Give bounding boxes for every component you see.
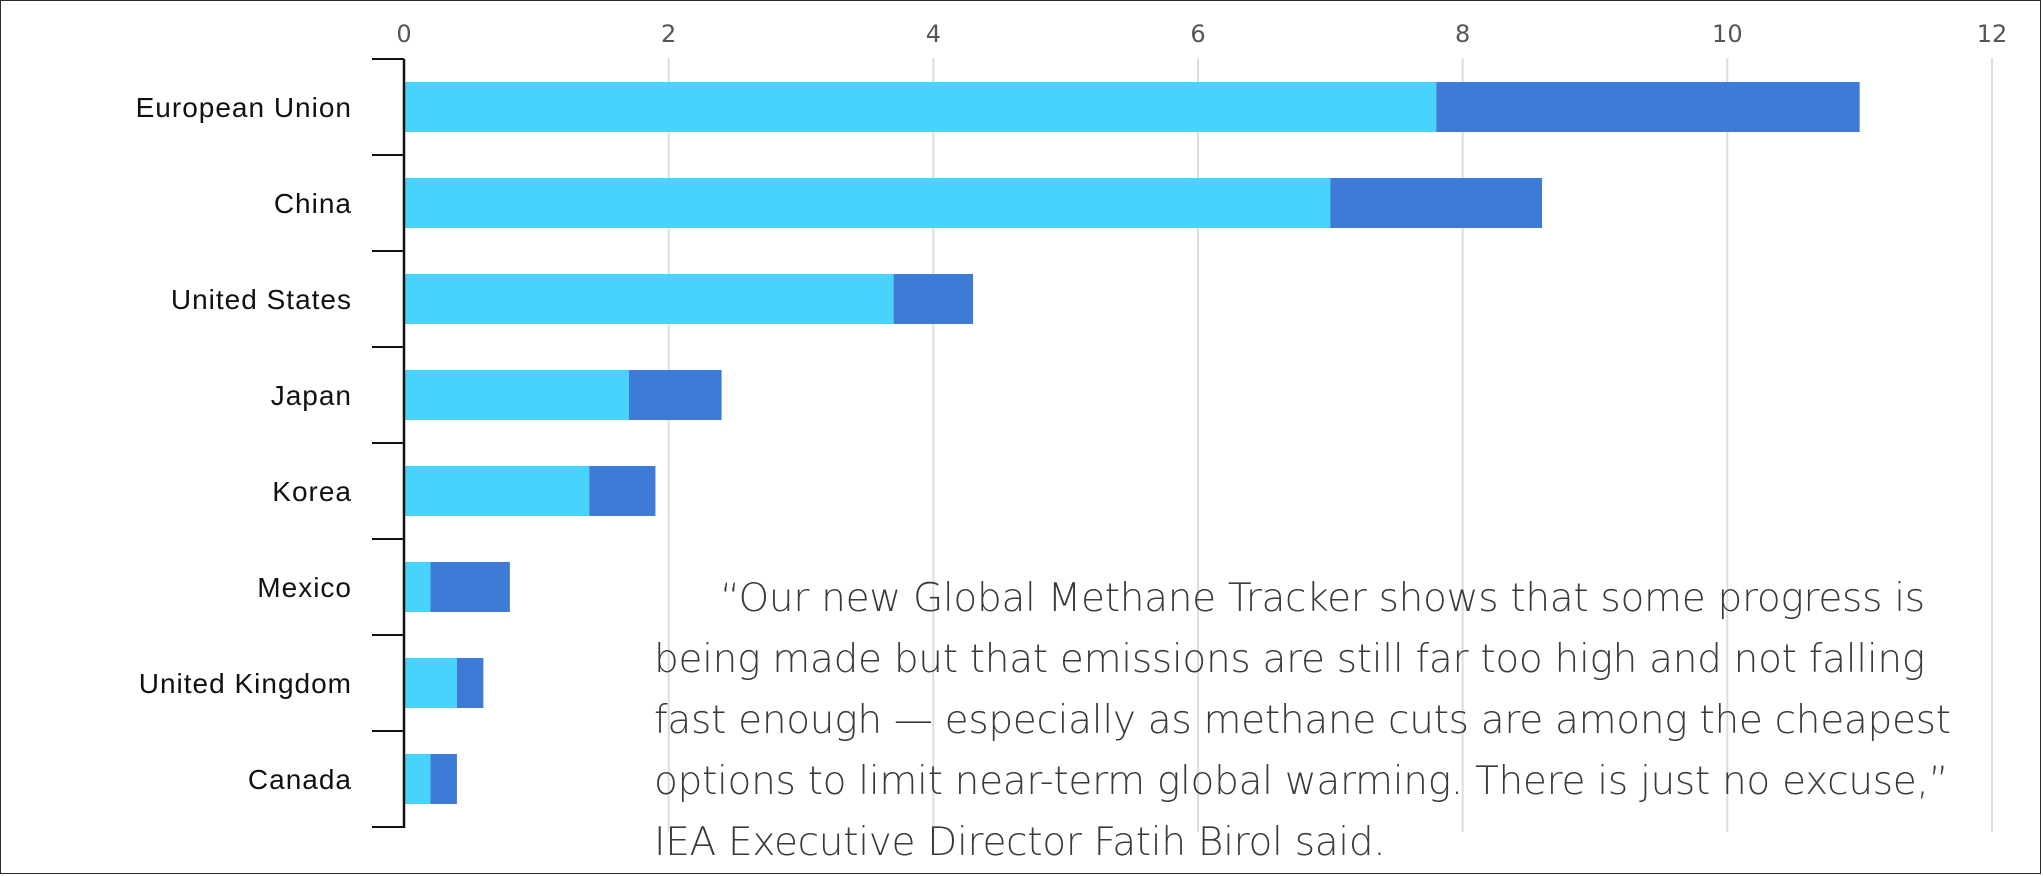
- x-tick-label: 4: [926, 20, 941, 48]
- category-label: European Union: [136, 92, 352, 123]
- bar-segment-1: [404, 658, 457, 708]
- quote-text: “Our new Global Methane Tracker shows th…: [654, 576, 1951, 865]
- bar-segment-1: [404, 274, 894, 324]
- category-label: Korea: [272, 476, 352, 507]
- category-label: China: [274, 188, 352, 219]
- x-tick-label: 10: [1712, 20, 1743, 48]
- bar-segment-1: [404, 754, 431, 804]
- category-labels: European Union China United States Japan Kor…: [136, 92, 352, 795]
- bar-segment-2: [1436, 82, 1860, 132]
- bar-segment-2: [456, 658, 484, 708]
- bar-segment-1: [404, 466, 590, 516]
- x-tick-label: 12: [1977, 20, 2008, 48]
- x-tick-label: 2: [661, 20, 676, 48]
- bar-segment-2: [893, 274, 974, 324]
- bar-segment-2: [628, 370, 722, 420]
- bars: [404, 82, 1860, 804]
- bar-segment-2: [1330, 178, 1543, 228]
- bar-segment-1: [404, 562, 431, 612]
- category-label: Mexico: [257, 572, 352, 603]
- x-tick-label: 6: [1190, 20, 1205, 48]
- bar-segment-2: [430, 754, 457, 804]
- y-axis: [372, 58, 406, 828]
- category-label: Canada: [248, 764, 352, 795]
- bar-segment-1: [404, 178, 1331, 228]
- bar-segment-2: [589, 466, 656, 516]
- x-axis-ticks: 0 2 4 6 8 10 12: [396, 20, 2007, 48]
- category-label: United Kingdom: [139, 668, 352, 699]
- category-label: Japan: [271, 380, 352, 411]
- bar-segment-1: [404, 370, 629, 420]
- x-tick-label: 8: [1455, 20, 1470, 48]
- category-label: United States: [171, 284, 352, 315]
- x-tick-label: 0: [396, 20, 411, 48]
- bar-segment-1: [404, 82, 1437, 132]
- bar-segment-2: [430, 562, 510, 612]
